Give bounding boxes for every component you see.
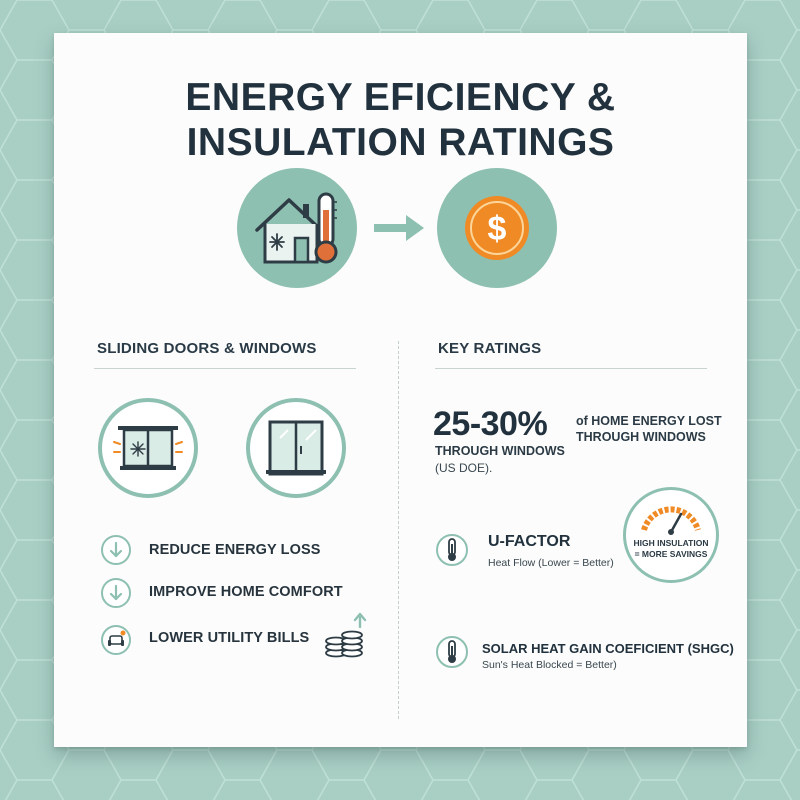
infographic-card: ENERGY EFICIENCY & INSULATION RATINGS (54, 33, 747, 747)
title-line-2: INSULATION RATINGS (186, 121, 615, 164)
thermometer-icon (436, 636, 468, 668)
down-arrow-icon (101, 578, 131, 608)
left-section-heading: SLIDING DOORS & WINDOWS (97, 340, 317, 357)
sliding-door-icon (246, 398, 346, 498)
u-factor-subtitle: Heat Flow (Lower = Better) (488, 557, 614, 569)
benefit-improve-home-comfort: IMPROVE HOME COMFORT (149, 584, 343, 600)
shgc-title: SOLAR HEAT GAIN COEFICIENT (SHGC) (482, 641, 734, 656)
u-factor-title: U-FACTOR (488, 533, 571, 550)
energy-loss-stat: 25-30% (433, 405, 548, 443)
svg-text:$: $ (488, 210, 507, 248)
column-divider (398, 341, 399, 719)
insulation-gauge: HIGH INSULATION = MORE SAVINGS (623, 487, 719, 583)
gauge-line-1: HIGH INSULATION (633, 538, 709, 548)
thermometer-icon (436, 534, 468, 566)
right-section-rule (435, 368, 707, 369)
stat-source: (US DOE). (435, 461, 493, 475)
arrow-right-icon (374, 215, 424, 241)
stat-caption-below: THROUGH WINDOWS (435, 444, 565, 458)
right-section-heading: KEY RATINGS (438, 340, 542, 357)
stat-caption-right-2: THROUGH WINDOWS (576, 430, 706, 444)
armchair-icon (101, 625, 131, 655)
benefit-lower-utility-bills: LOWER UTILITY BILLS (149, 630, 310, 646)
house-thermometer-icon (237, 168, 357, 288)
insulated-window-icon (98, 398, 198, 498)
stat-caption-right-1: of HOME ENERGY LOST (576, 414, 722, 428)
gauge-line-2: = MORE SAVINGS (634, 549, 708, 559)
dollar-coin-icon: $ (437, 168, 557, 288)
title-line-1: ENERGY EFICIENCY & (185, 76, 616, 119)
shgc-subtitle: Sun's Heat Blocked = Better) (482, 659, 617, 671)
benefit-reduce-energy-loss: REDUCE ENERGY LOSS (149, 542, 321, 558)
coin-stack-icon (325, 612, 367, 658)
left-section-rule (94, 368, 356, 369)
down-arrow-icon (101, 535, 131, 565)
page-title: ENERGY EFICIENCY & INSULATION RATINGS (54, 75, 747, 165)
